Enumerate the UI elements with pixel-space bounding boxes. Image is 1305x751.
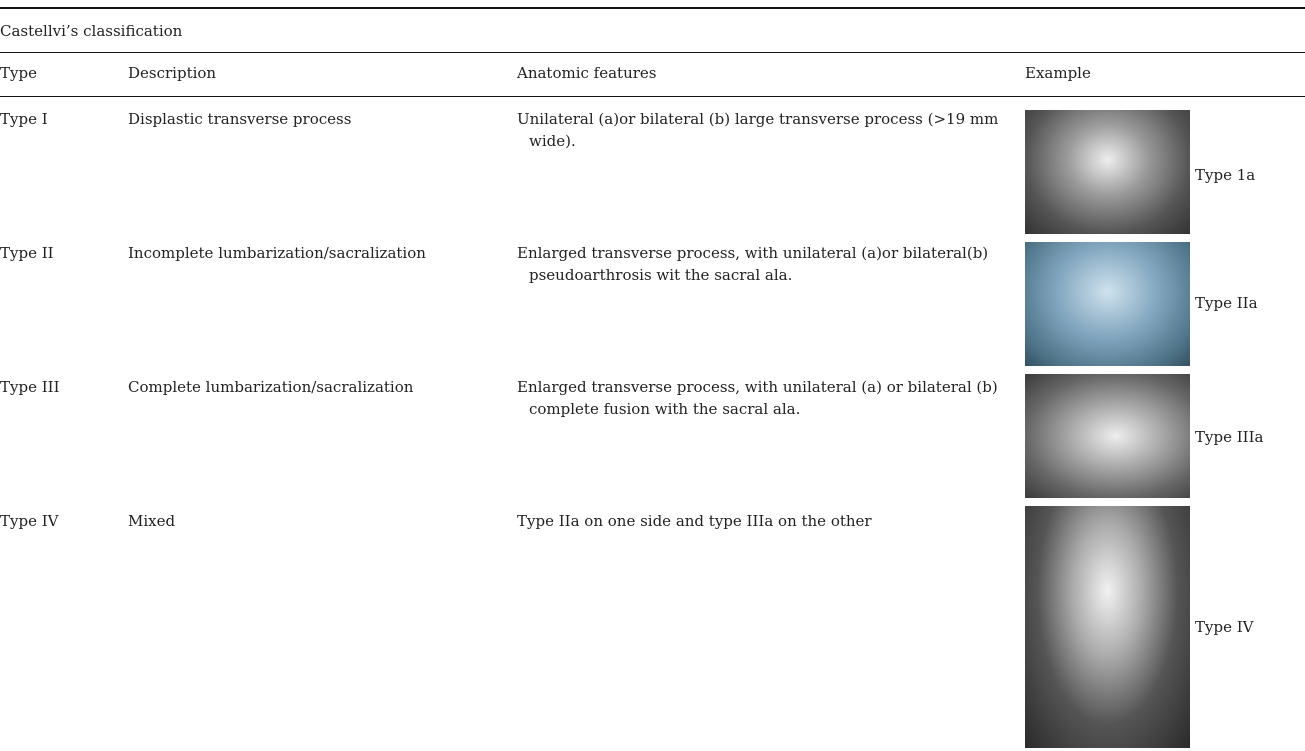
header-cell: Description [128, 64, 217, 82]
features-cell: Type IIa on one side and type IIIa on th… [517, 512, 872, 530]
type-cell: Type I [0, 110, 48, 128]
features-cell: Enlarged transverse process, with unilat… [517, 378, 998, 418]
xray-image [1025, 374, 1190, 498]
description-cell: Displastic transverse process [128, 110, 352, 128]
header-cell: Example [1025, 64, 1091, 82]
description-cell: Complete lumbarization/sacralization [128, 378, 414, 396]
example-label: Type IV [1195, 618, 1254, 636]
description-cell: Incomplete lumbarization/sacralization [128, 244, 426, 262]
header-cell: Type [0, 64, 37, 82]
table-title: Castellvi’s classification [0, 22, 183, 40]
xray-image [1025, 110, 1190, 234]
description-cell: Mixed [128, 512, 176, 530]
type-cell: Type IV [0, 512, 59, 530]
rule [0, 96, 1305, 97]
features-cell: Enlarged transverse process, with unilat… [517, 244, 989, 284]
xray-image [1025, 242, 1190, 366]
type-cell: Type II [0, 244, 54, 262]
top-rule [0, 7, 1305, 9]
example-label: Type IIIa [1195, 428, 1264, 446]
header-cell: Anatomic features [517, 64, 657, 82]
example-label: Type IIa [1195, 294, 1258, 312]
features-cell: Unilateral (a)or bilateral (b) large tra… [517, 110, 999, 150]
rule [0, 52, 1305, 53]
type-cell: Type III [0, 378, 60, 396]
example-label: Type 1a [1195, 166, 1256, 184]
xray-image [1025, 506, 1190, 748]
